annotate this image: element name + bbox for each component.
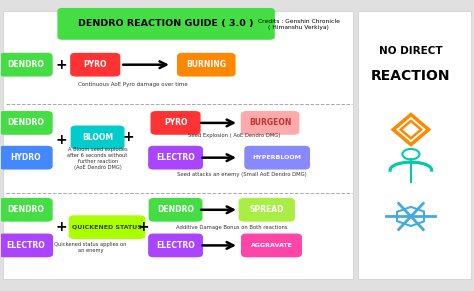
Text: SPREAD: SPREAD (249, 205, 284, 214)
Text: Seed attacks an enemy (Small AoE Dendro DMG): Seed attacks an enemy (Small AoE Dendro … (177, 172, 307, 177)
FancyBboxPatch shape (148, 234, 203, 257)
FancyBboxPatch shape (238, 198, 295, 222)
FancyBboxPatch shape (0, 198, 53, 222)
FancyBboxPatch shape (69, 215, 146, 239)
FancyBboxPatch shape (71, 125, 125, 149)
FancyBboxPatch shape (0, 111, 53, 135)
FancyBboxPatch shape (70, 53, 120, 77)
Text: +: + (122, 130, 134, 144)
FancyBboxPatch shape (0, 53, 53, 77)
Text: BLOOM: BLOOM (82, 133, 113, 142)
Text: ELECTRO: ELECTRO (6, 241, 45, 250)
FancyBboxPatch shape (3, 11, 353, 279)
FancyBboxPatch shape (57, 8, 275, 40)
Text: HYDRO: HYDRO (10, 153, 41, 162)
Text: Credits : Genshin Chronicle
( Himanshu Verkiya): Credits : Genshin Chronicle ( Himanshu V… (257, 19, 339, 30)
Text: PYRO: PYRO (83, 60, 107, 69)
FancyBboxPatch shape (0, 234, 53, 257)
Text: Continuous AoE Pyro damage over time: Continuous AoE Pyro damage over time (78, 82, 188, 87)
Text: AGGRAVATE: AGGRAVATE (251, 243, 292, 248)
FancyBboxPatch shape (177, 53, 236, 77)
Text: Seed Explosion ( AoE Dendro DMG): Seed Explosion ( AoE Dendro DMG) (189, 133, 281, 138)
FancyBboxPatch shape (244, 146, 310, 170)
Text: BURGEON: BURGEON (249, 118, 291, 127)
Text: REACTION: REACTION (371, 69, 451, 83)
Text: DENDRO: DENDRO (157, 205, 194, 214)
Text: ELECTRO: ELECTRO (156, 153, 195, 162)
FancyBboxPatch shape (151, 111, 201, 135)
FancyBboxPatch shape (0, 146, 53, 170)
FancyBboxPatch shape (241, 234, 302, 257)
Text: +: + (55, 133, 67, 147)
Text: BURNING: BURNING (186, 60, 226, 69)
Text: NO DIRECT: NO DIRECT (379, 46, 443, 56)
Text: ELECTRO: ELECTRO (156, 241, 195, 250)
Text: DENDRO: DENDRO (7, 60, 44, 69)
Text: Additive Damage Bonus on Both reactions: Additive Damage Bonus on Both reactions (176, 225, 288, 230)
Text: +: + (55, 220, 67, 234)
Text: Quickened status applies on
an enemy: Quickened status applies on an enemy (55, 242, 127, 253)
Text: +: + (55, 58, 67, 72)
FancyBboxPatch shape (149, 198, 202, 222)
Text: DENDRO: DENDRO (7, 205, 44, 214)
Text: PYRO: PYRO (164, 118, 187, 127)
FancyBboxPatch shape (148, 146, 203, 170)
FancyBboxPatch shape (241, 111, 300, 135)
Text: A Bloom seed explodes
after 6 seconds without
further reaction
(AoE Dendro DMG): A Bloom seed explodes after 6 seconds wi… (67, 147, 128, 170)
Text: HYPERBLOOM: HYPERBLOOM (253, 155, 301, 160)
Text: QUICKENED STATUS: QUICKENED STATUS (72, 225, 142, 230)
Text: DENDRO: DENDRO (7, 118, 44, 127)
Text: +: + (137, 220, 149, 234)
FancyBboxPatch shape (357, 11, 471, 279)
Text: DENDRO REACTION GUIDE ( 3.0 ): DENDRO REACTION GUIDE ( 3.0 ) (78, 19, 254, 28)
